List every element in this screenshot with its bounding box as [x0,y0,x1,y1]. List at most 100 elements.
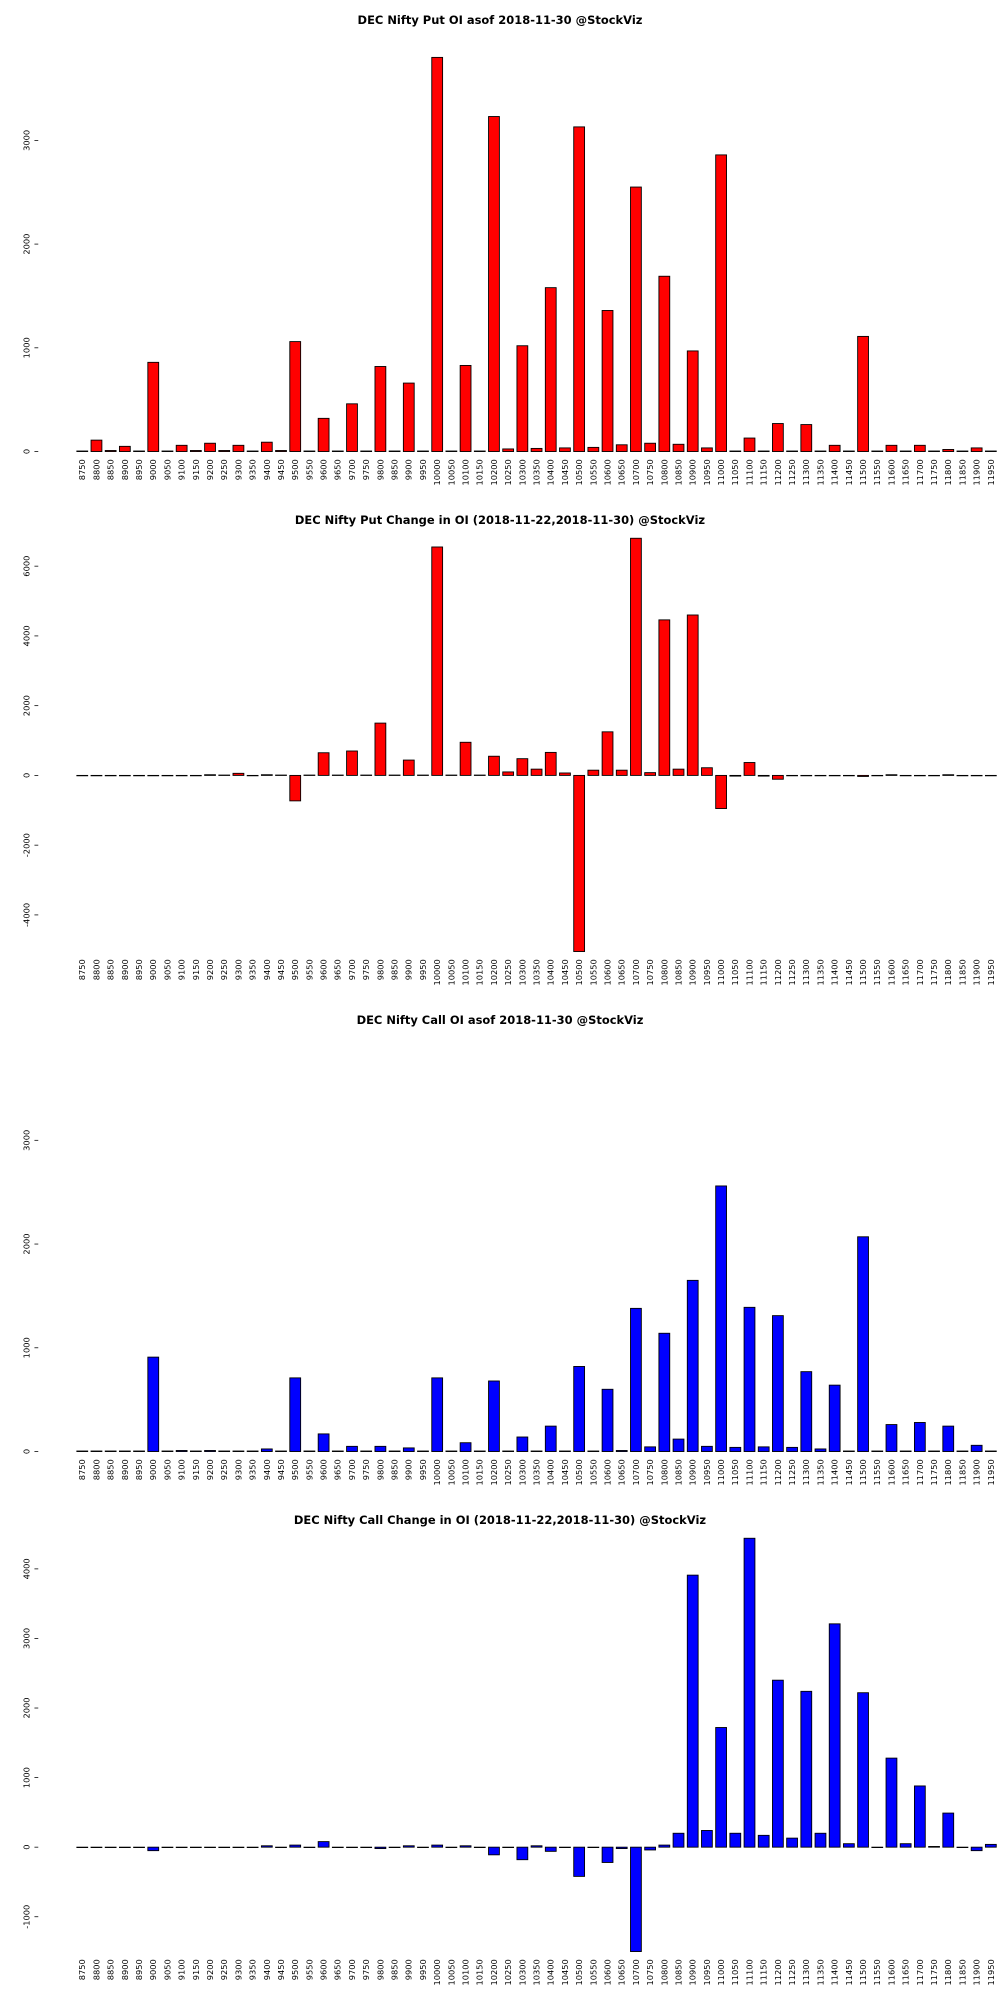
x-tick-label: 9150 [191,959,201,980]
bar [246,1450,259,1452]
bar [189,450,202,452]
x-tick-label: 10900 [688,459,698,485]
x-tick-label: 10950 [702,459,712,485]
x-tick-label: 10450 [560,1959,570,1985]
x-tick-label: 11900 [972,959,982,985]
x-tick-label: 11100 [744,459,754,485]
bar [729,774,742,777]
x-tick-label: 10400 [546,959,556,985]
x-tick-label: 9700 [347,1459,357,1480]
bar [218,450,231,452]
x-tick-label: 11250 [787,1959,797,1985]
x-tick-label: 10050 [446,1959,456,1985]
x-tick-label: 9900 [404,959,414,980]
bar [828,1623,841,1848]
x-tick-label: 10250 [503,459,513,485]
y-tick-label: 2000 [21,1697,31,1718]
bar [530,768,543,776]
x-tick-label: 9700 [347,959,357,980]
x-tick-label: 9150 [191,1959,201,1980]
y-tick-label: 0 [21,1449,31,1454]
bar [374,722,387,776]
x-tick-label: 11850 [957,1459,967,1485]
x-tick-label: 11600 [886,1459,896,1485]
x-tick-label: 8900 [120,459,130,480]
x-tick-label: 10250 [503,1959,513,1985]
x-tick-label: 9450 [276,1959,286,1980]
x-tick-label: 10950 [702,1959,712,1985]
x-tick-label: 10800 [659,1459,669,1485]
bar [686,350,699,452]
bar [587,1450,600,1452]
x-tick-label: 8800 [91,459,101,480]
bar [956,1450,969,1452]
bar [658,275,671,452]
x-tick-label: 11300 [801,459,811,485]
bar [786,1446,798,1452]
x-tick-label: 10200 [489,1959,499,1985]
bar [544,1846,557,1852]
x-tick-label: 10400 [546,1959,556,1985]
chart-title: DEC Nifty Call OI asof 2018-11-30 @Stock… [357,1013,644,1027]
x-tick-label: 11350 [815,1459,825,1485]
x-tick-label: 11150 [759,459,769,485]
bar [601,731,614,776]
x-tick-label: 11700 [915,959,925,985]
bar [942,1425,955,1452]
bar [417,1450,429,1452]
bar [275,450,287,452]
x-tick-label: 9900 [404,1459,414,1480]
x-tick-label: 11050 [730,1459,740,1485]
x-tick-label: 9100 [177,459,187,480]
x-tick-label: 9450 [276,459,286,480]
x-tick-label: 11200 [773,959,783,985]
x-tick-label: 9200 [205,1459,215,1480]
x-tick-label: 9850 [390,1459,400,1480]
bar [843,1450,855,1452]
bar [843,450,855,452]
bar [772,1315,784,1452]
x-tick-label: 11800 [943,1459,953,1485]
y-tick-label: -4000 [21,903,31,927]
x-tick-label: 9950 [418,459,428,480]
x-tick-label: 11500 [858,1459,868,1485]
x-tick-label: 9150 [191,459,201,480]
y-tick-label: -1000 [21,1905,31,1929]
bar [232,444,245,452]
bar [232,1450,245,1452]
x-tick-label: 11700 [915,459,925,485]
x-tick-label: 11650 [901,459,911,485]
bar [644,772,656,776]
x-tick-label: 9650 [333,459,343,480]
x-tick-label: 8850 [106,1959,116,1980]
x-tick-label: 9050 [162,1959,172,1980]
bar [346,750,358,776]
x-tick-label: 11450 [844,1959,854,1985]
x-tick-label: 10600 [602,959,612,985]
x-tick-label: 9050 [162,459,172,480]
bar [133,450,145,452]
bar [133,1450,145,1452]
x-tick-label: 10350 [531,959,541,985]
bar [658,1844,671,1848]
bar [374,366,387,452]
x-tick-label: 9250 [219,459,229,480]
bar [630,1846,642,1952]
x-tick-label: 11400 [830,459,840,485]
x-tick-label: 9350 [248,1459,258,1480]
bar [289,1377,302,1452]
y-tick-label: 2000 [21,695,31,716]
x-tick-label: 10650 [617,1959,627,1985]
bar [445,450,458,452]
x-tick-label: 10400 [546,459,556,485]
x-tick-label: 10300 [517,1959,527,1985]
bar [289,1844,302,1848]
x-tick-label: 9300 [233,1459,243,1480]
x-tick-label: 11250 [787,1459,797,1485]
x-tick-label: 11300 [801,959,811,985]
bar [757,774,770,777]
bar [899,450,912,452]
bar [275,1450,287,1452]
x-tick-label: 11250 [787,959,797,985]
